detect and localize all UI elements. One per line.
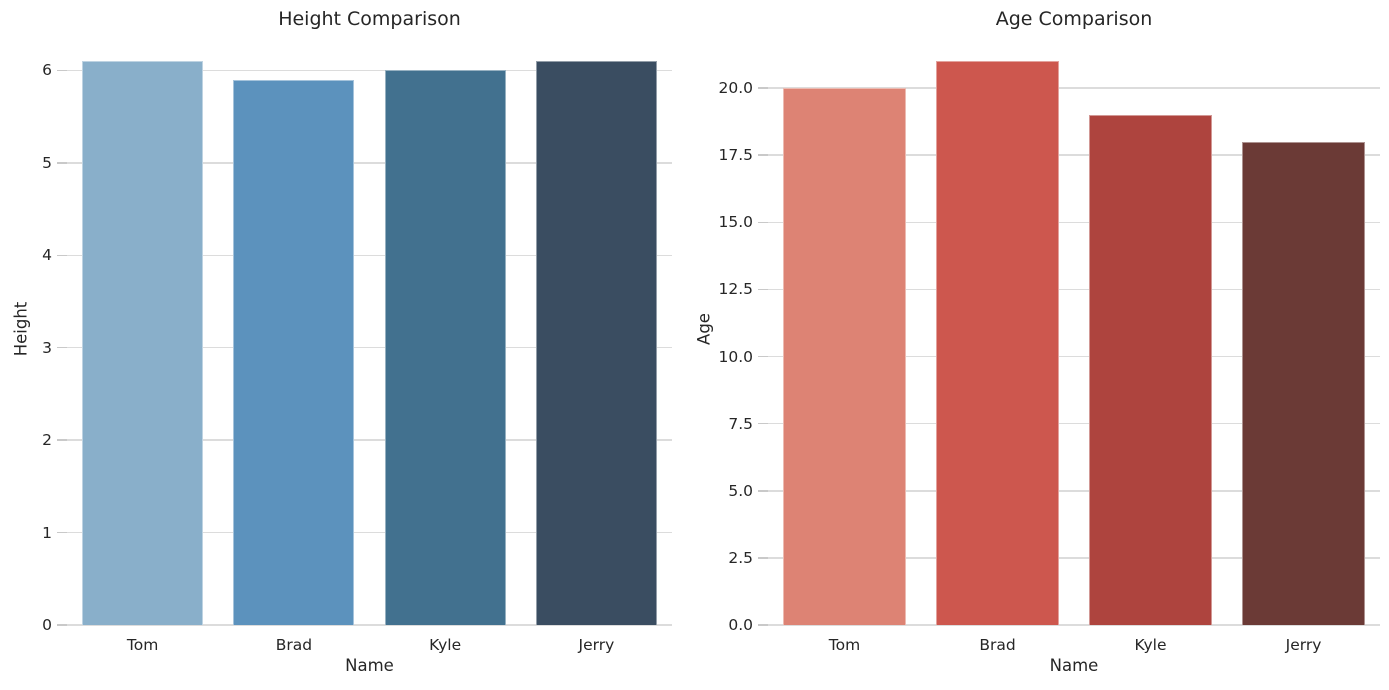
y-tick-mark: [57, 439, 67, 441]
gridline: [67, 162, 672, 164]
gridline: [67, 624, 672, 626]
bar-tom: [783, 88, 906, 625]
y-tick-label: 4: [42, 246, 52, 265]
y-tick-label: 2: [42, 431, 52, 450]
y-tick-mark: [758, 288, 768, 291]
bar-jerry: [535, 61, 657, 625]
age-plot-area: 0.0 2.5 5.0 7.5 10.0 12.5 15.0 17.5 20.0 Tom Brad K…: [718, 33, 1380, 654]
y-tick-label: 5.0: [728, 481, 753, 500]
y-tick-mark: [758, 624, 768, 626]
gridline: [67, 69, 672, 72]
y-tick-label: 7.5: [728, 414, 753, 433]
height-chart-title: Height Comparison: [278, 8, 461, 30]
age-y-axis-label: Age: [694, 313, 714, 345]
gridline: [768, 288, 1380, 291]
y-tick-mark: [758, 490, 768, 492]
y-tick-label: 12.5: [718, 280, 753, 299]
gridline: [768, 355, 1380, 358]
y-tick-mark: [57, 531, 67, 534]
y-tick-mark: [57, 69, 67, 72]
x-tick-label: Kyle: [429, 636, 462, 654]
gridline: [67, 439, 672, 441]
x-tick-label: Kyle: [1134, 636, 1167, 654]
y-tick-mark: [758, 221, 768, 224]
x-tick-label: Brad: [275, 636, 313, 654]
bar-brad: [936, 61, 1059, 625]
bar-jerry: [1242, 141, 1365, 625]
x-tick-label: Jerry: [578, 636, 615, 654]
age-chart-title: Age Comparison: [995, 8, 1153, 30]
y-tick-mark: [57, 162, 67, 164]
x-tick-label: Tom: [828, 636, 861, 654]
y-tick-label: 6: [42, 61, 52, 80]
y-tick-mark: [758, 557, 768, 559]
gridline: [768, 624, 1380, 626]
gridline: [768, 490, 1380, 492]
age-x-axis-label: Name: [1049, 656, 1099, 675]
gridline: [768, 154, 1380, 156]
height-x-axis-label: Name: [345, 656, 394, 675]
height-plot-area: 0 1 2 3 4 5 6 Tom Brad Kyle Jerry: [42, 33, 672, 654]
y-tick-mark: [57, 254, 67, 257]
gridline: [67, 531, 672, 534]
y-tick-label: 5: [42, 153, 52, 172]
gridline: [768, 422, 1380, 425]
gridline: [67, 254, 672, 257]
gridline: [768, 557, 1380, 559]
bar-brad: [233, 79, 355, 625]
y-tick-label: 0: [42, 616, 52, 634]
y-tick-mark: [57, 346, 67, 349]
x-tick-label: Tom: [126, 636, 159, 654]
y-tick-label: 15.0: [718, 213, 753, 232]
y-tick-mark: [758, 87, 768, 89]
bar-tom: [82, 61, 204, 625]
gridline: [768, 87, 1380, 89]
y-tick-mark: [758, 154, 768, 156]
y-tick-mark: [57, 624, 67, 626]
y-tick-label: 2.5: [728, 548, 753, 567]
y-tick-label: 3: [42, 338, 52, 357]
y-tick-label: 0.0: [728, 616, 753, 634]
y-tick-label: 17.5: [718, 146, 753, 165]
y-tick-mark: [758, 422, 768, 425]
bar-kyle: [1089, 114, 1212, 625]
y-tick-label: 20.0: [718, 79, 753, 98]
y-tick-label: 10.0: [718, 347, 753, 366]
y-tick-mark: [758, 355, 768, 358]
gridline: [768, 221, 1380, 224]
bar-kyle: [384, 70, 506, 625]
gridline: [67, 346, 672, 349]
x-tick-label: Jerry: [1285, 636, 1322, 654]
height-y-axis-label: Height: [11, 301, 31, 357]
y-tick-label: 1: [42, 523, 52, 542]
x-tick-label: Brad: [979, 636, 1016, 654]
